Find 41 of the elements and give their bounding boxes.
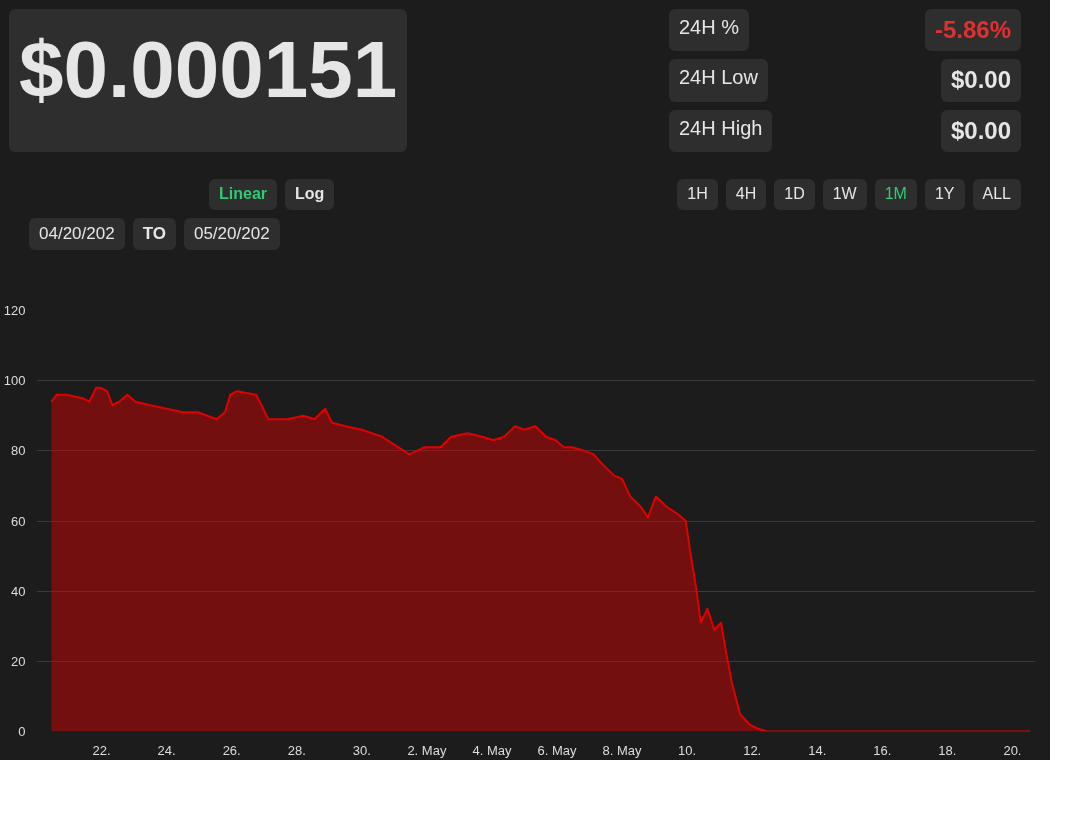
- x-tick-label: 8. May: [602, 742, 643, 758]
- x-tick-label: 26.: [222, 742, 241, 758]
- text: Log: [285, 179, 335, 210]
- text: 1Y: [924, 179, 965, 210]
- y-tick-label: 80: [11, 443, 26, 459]
- text: TO: [132, 217, 176, 251]
- x-tick-label: 18.: [938, 742, 957, 758]
- x-tick-label: 20.: [1003, 742, 1022, 758]
- x-tick-label: 24.: [157, 742, 176, 758]
- x-tick-label: 10.: [678, 742, 697, 758]
- y-tick-label: 100: [3, 373, 26, 389]
- y-tick-label: 120: [3, 303, 26, 318]
- text: $0.00: [940, 59, 1021, 102]
- x-tick-label: 22.: [92, 742, 111, 758]
- text: 24H High: [669, 109, 773, 152]
- text: Linear: [209, 179, 278, 210]
- text: 1D: [774, 179, 815, 210]
- text: 1H: [677, 179, 718, 210]
- y-tick-label: 40: [11, 583, 26, 599]
- y-tick-label: 0: [18, 724, 26, 739]
- text: 24H %: [669, 9, 750, 52]
- x-tick-label: 30.: [352, 742, 371, 758]
- text: 04/20/202: [29, 217, 125, 251]
- x-tick-label: 6. May: [537, 742, 578, 758]
- text: ALL: [972, 179, 1021, 210]
- x-tick-label: 28.: [287, 742, 306, 758]
- text: $0.00: [940, 109, 1021, 152]
- text: 4H: [725, 179, 767, 210]
- chart-title: $0.000151: [9, 9, 408, 152]
- text: 05/20/202: [183, 217, 280, 251]
- x-tick-label: 4. May: [472, 742, 512, 758]
- text: 24H Low: [669, 59, 768, 102]
- x-tick-label: 14.: [808, 742, 827, 758]
- text: 1W: [822, 179, 867, 210]
- x-tick-label: 12.: [743, 742, 762, 758]
- y-tick-label: 20: [11, 653, 26, 669]
- text: -5.86%: [924, 9, 1021, 52]
- x-tick-label: 16.: [873, 742, 892, 758]
- text: 1M: [874, 179, 917, 210]
- x-tick-label: 2. May: [407, 742, 447, 758]
- y-tick-label: 60: [11, 513, 26, 529]
